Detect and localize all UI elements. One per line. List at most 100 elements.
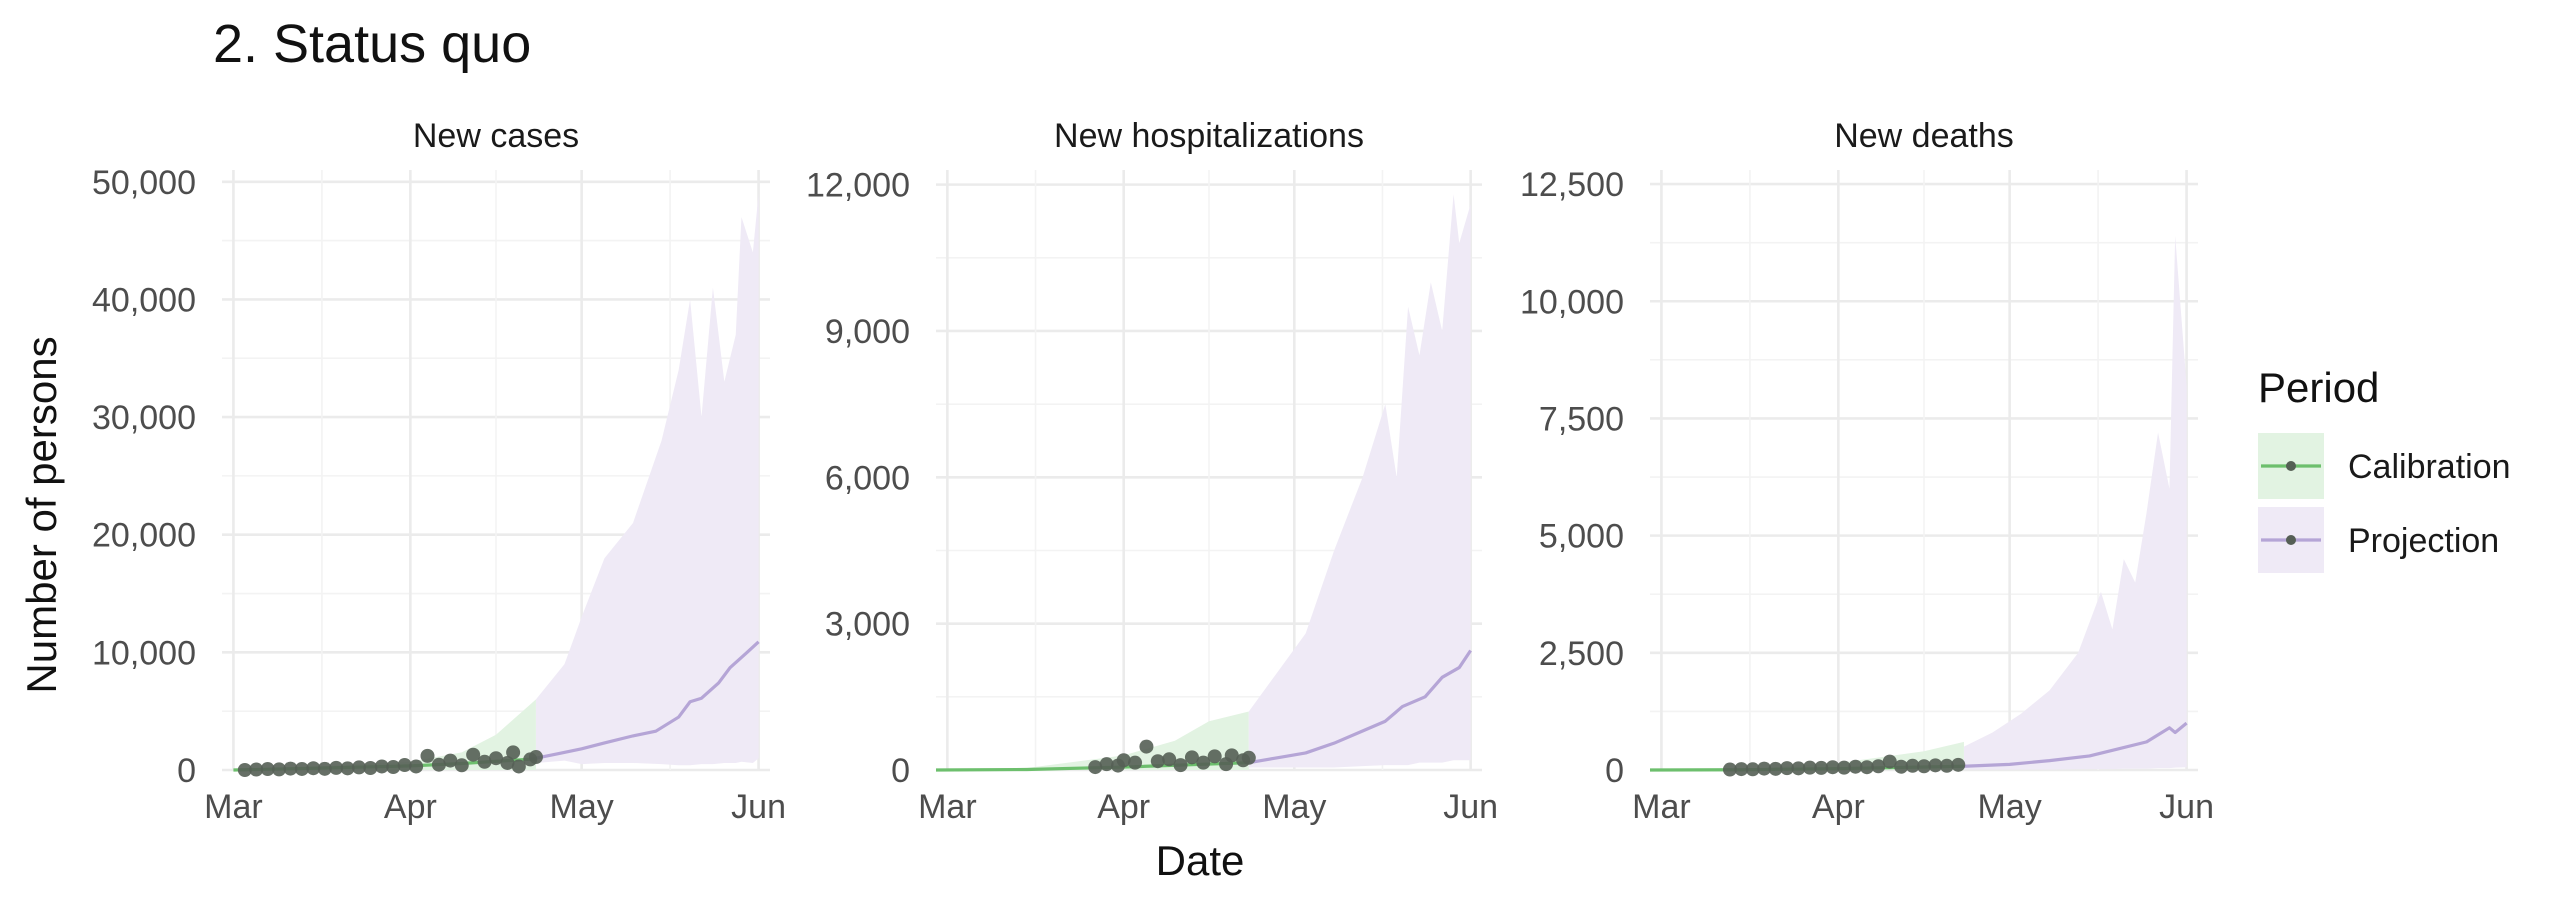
observed-point [1150,754,1165,769]
observed-point [386,760,401,775]
panel-strip-label: New hospitalizations [1054,117,1364,155]
observed-point [477,754,492,769]
observed-point [1951,757,1966,772]
y-tick-label: 0 [891,752,910,790]
observed-point [1207,749,1222,764]
observed-point [1825,760,1840,775]
x-tick-label: Jun [1443,788,1498,826]
panel-3: New deaths 0 2,500 5,000 7,500 10,000 12,500 Ma… [1520,117,2214,826]
x-tick-label: May [1978,788,2042,826]
observed-point [443,753,458,768]
observed-point [1162,752,1177,767]
observed-point [317,761,332,776]
observed-point [1859,760,1874,775]
y-tick-label: 50,000 [92,164,196,202]
observed-point [431,757,446,772]
observed-point [1196,755,1211,770]
observed-point [1802,760,1817,775]
observed-point [1939,758,1954,773]
y-tick-label: 5,000 [1539,518,1624,556]
legend-label: Calibration [2348,448,2511,486]
observed-point [1757,761,1772,776]
observed-point [397,758,412,773]
observed-point [420,748,435,763]
observed-point [374,759,389,774]
observed-point [1241,750,1256,765]
observed-point [1734,762,1749,777]
y-tick-label: 7,500 [1539,400,1624,438]
observed-point [409,759,424,774]
chart-panels: New cases 0 10,000 20,000 30,000 40,000 50,000… [92,117,2214,826]
observed-point [1768,761,1783,776]
legend-entries: Calibration Projection [2258,433,2511,573]
legend-key-point [2286,461,2296,471]
x-tick-label: May [550,788,614,826]
y-tick-label: 10,000 [1520,283,1624,321]
observed-point [1871,759,1886,774]
observed-point [1128,755,1143,770]
observed-point [306,761,321,776]
x-tick-label: May [1262,788,1326,826]
y-tick-label: 20,000 [92,517,196,555]
observed-point [500,755,515,770]
observed-point [466,747,481,762]
observed-point [1780,761,1794,776]
observed-point [1882,754,1897,769]
observed-point [1928,758,1943,773]
projection-ribbon [1963,235,2187,770]
y-tick-label: 30,000 [92,399,196,437]
x-tick-label: Mar [1632,788,1691,826]
observed-point [363,761,378,775]
legend-label: Projection [2348,522,2499,560]
observed-point [1184,750,1199,765]
observed-point [511,759,526,774]
observed-point [506,745,521,760]
observed-point [294,761,309,776]
legend-entry-projection: Projection [2258,507,2499,573]
observed-point [352,760,366,775]
y-tick-label: 12,500 [1520,166,1624,204]
x-tick-label: Apr [1812,788,1865,826]
y-tick-label: 0 [1605,752,1624,790]
observed-point [1088,760,1103,775]
y-tick-label: 0 [177,752,196,790]
y-tick-label: 6,000 [825,459,910,497]
panel-strip-label: New cases [413,117,579,155]
projection-line [535,640,760,760]
legend: Period Calibration Projection [2258,364,2511,573]
projection-ribbon [535,193,759,766]
observed-point [1814,760,1829,775]
observed-point [1791,761,1806,776]
observed-point [1917,759,1931,774]
observed-point [1905,758,1920,773]
observed-point [1173,758,1188,773]
observed-point [1837,760,1852,775]
y-axis-title: Number of persons [18,336,65,693]
observed-point [237,763,252,777]
observed-point [528,750,543,765]
observed-point [249,762,264,777]
y-tick-label: 40,000 [92,281,196,319]
observed-point [1745,762,1760,777]
panel-1: New cases 0 10,000 20,000 30,000 40,000 50,000… [92,117,786,826]
observed-point [272,762,287,777]
y-tick-label: 10,000 [92,634,196,672]
observed-point [1848,759,1863,774]
y-tick-label: 9,000 [825,313,910,351]
legend-title: Period [2258,364,2379,411]
projection-line [1963,721,2188,768]
observed-point [1722,762,1737,777]
observed-point [329,760,344,775]
observed-point [1099,757,1114,772]
y-tick-label: 12,000 [806,167,910,205]
observed-point [489,751,503,766]
x-tick-label: Apr [384,788,437,826]
x-tick-label: Mar [204,788,263,826]
y-tick-label: 3,000 [825,606,910,644]
panel-strip-label: New deaths [1834,117,2014,155]
chart-title: 2. Status quo [213,14,531,74]
legend-key-point [2286,535,2296,545]
observed-point [283,761,298,776]
projection-line [1248,649,1472,765]
